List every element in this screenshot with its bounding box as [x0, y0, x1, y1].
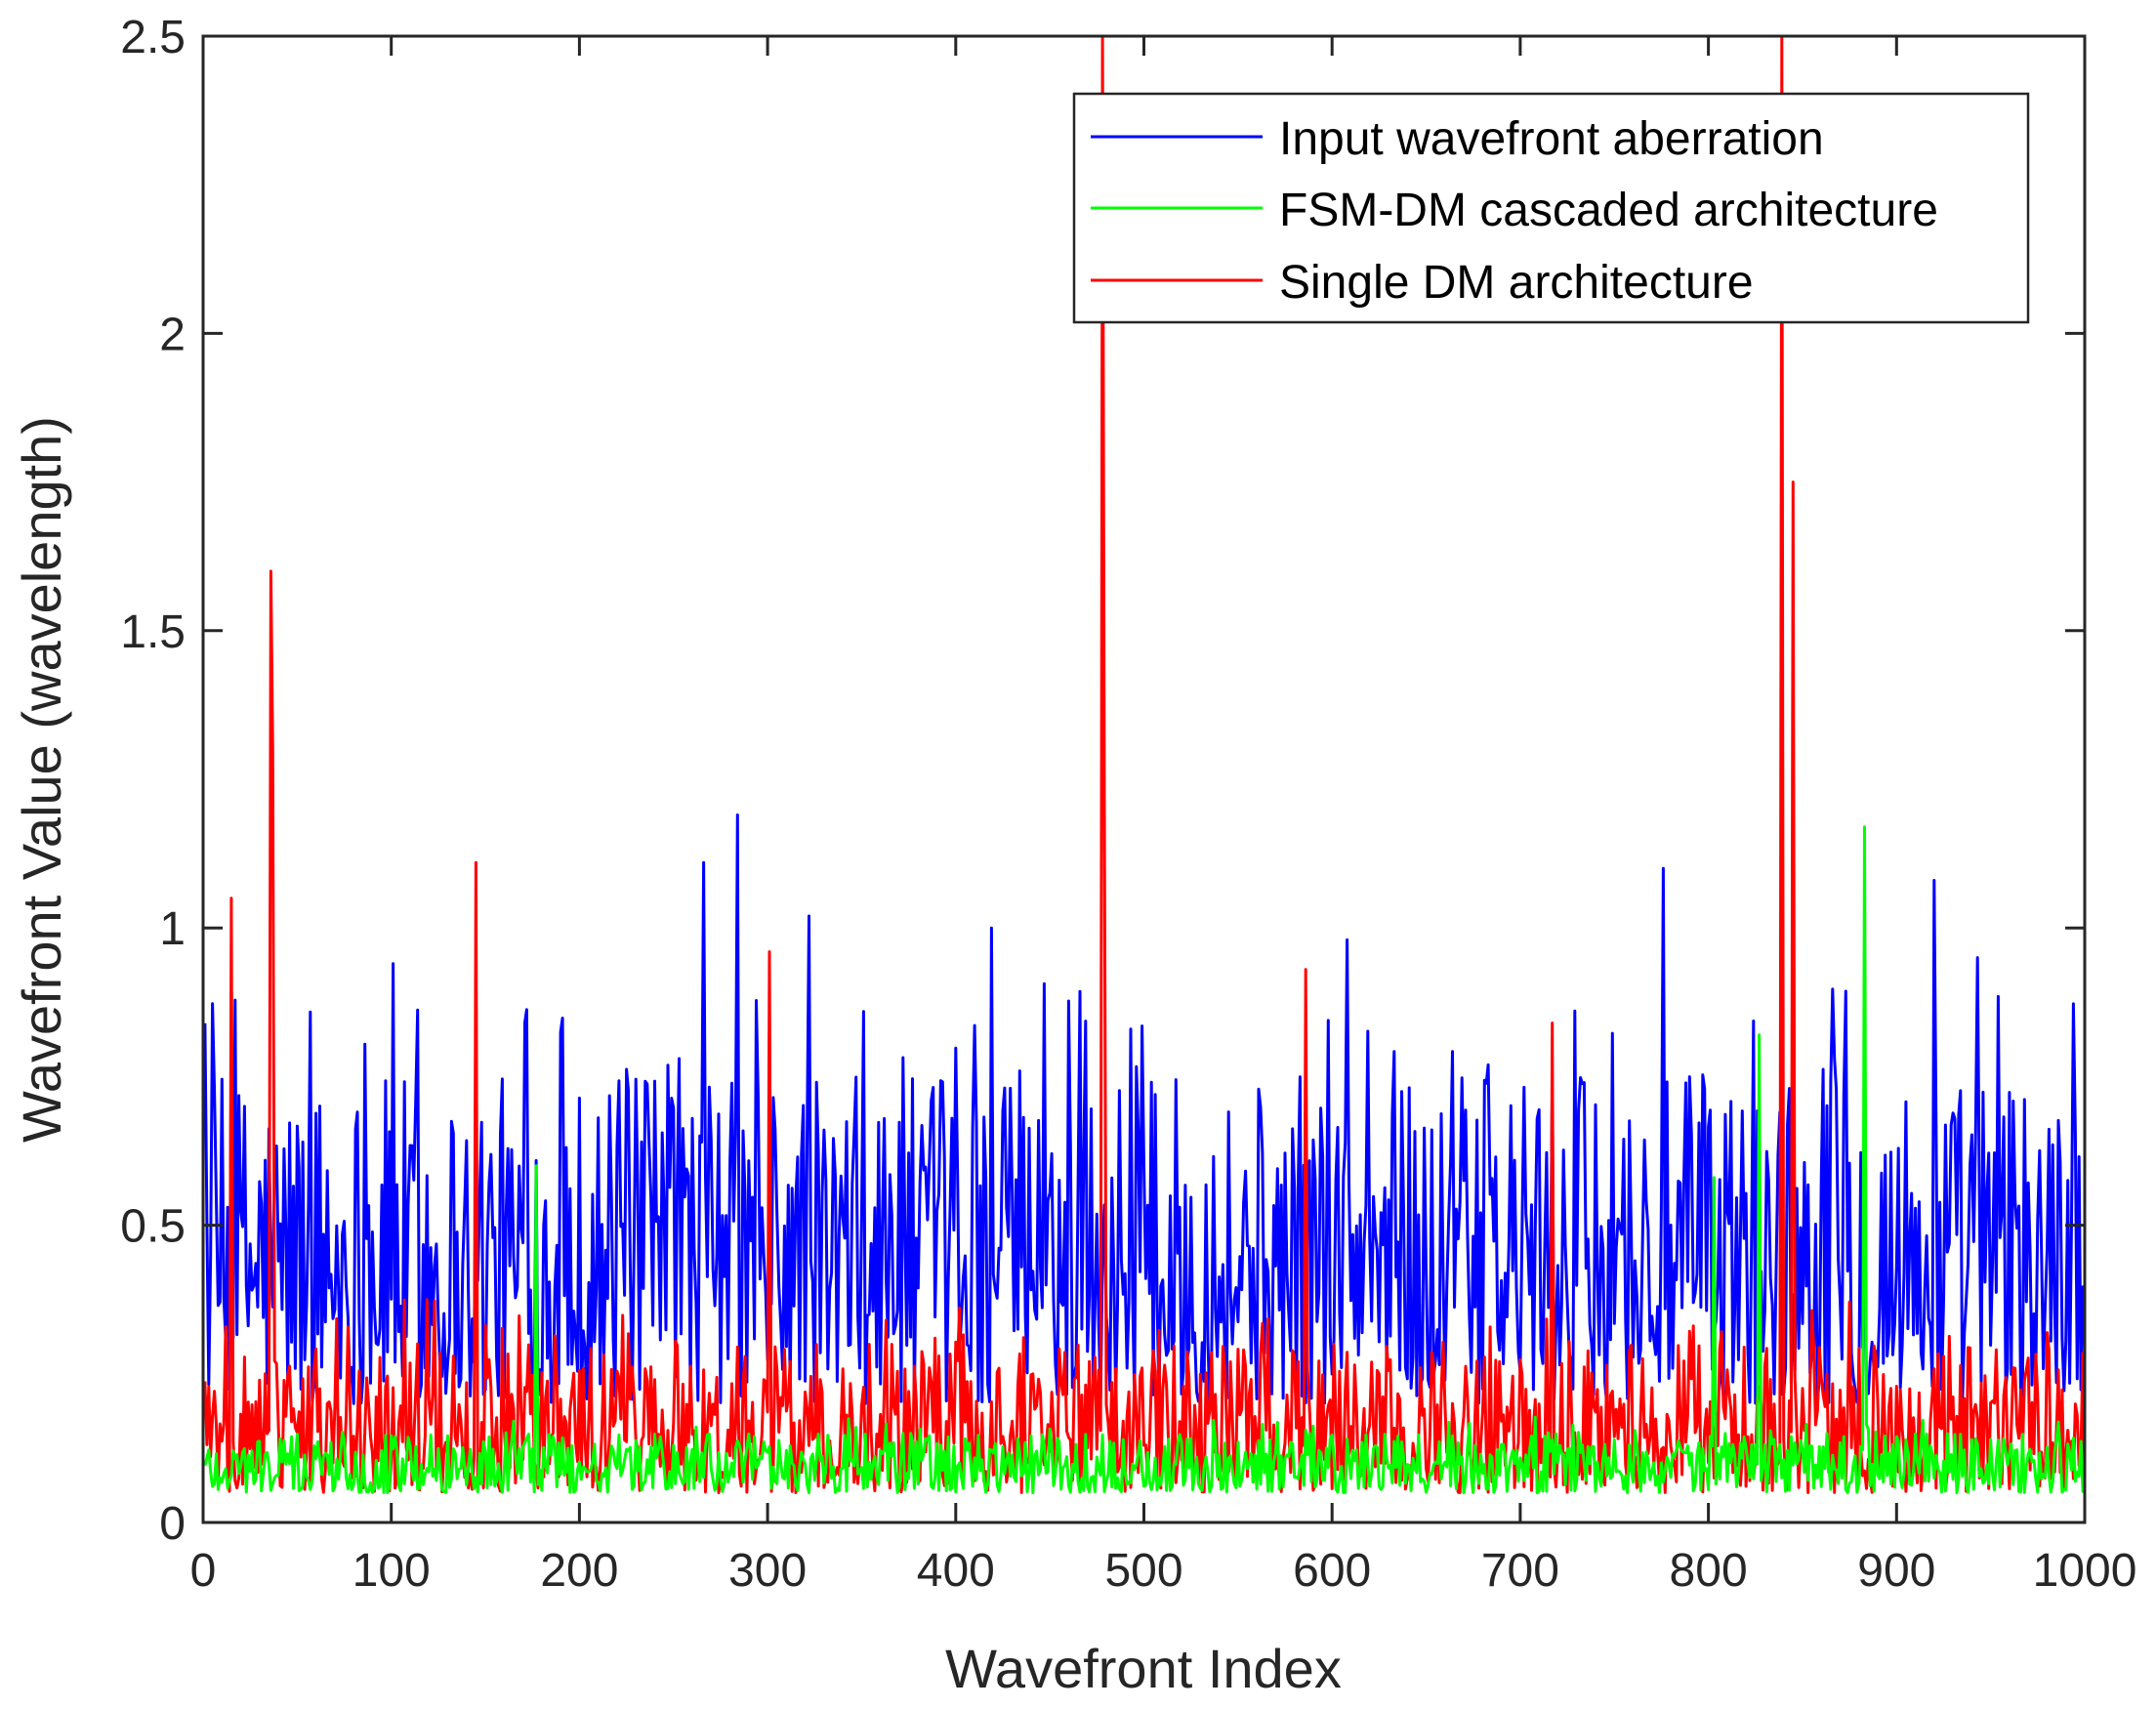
x-tick-label: 100 [352, 1545, 431, 1597]
axes-box [201, 34, 2087, 1524]
y-tick-label: 1.5 [120, 606, 186, 658]
y-tick-label: 2 [159, 309, 186, 360]
x-tick-label: 400 [917, 1545, 995, 1597]
legend-label-fsm-dm: FSM-DM cascaded architecture [1279, 185, 1938, 236]
legend-label-single-dm: Single DM architecture [1279, 257, 1754, 309]
legend-label-input: Input wavefront aberration [1279, 113, 1824, 165]
y-tick-label: 1 [159, 903, 186, 955]
x-tick-label: 700 [1481, 1545, 1559, 1597]
x-tick-label: 200 [540, 1545, 618, 1597]
x-tick-label: 300 [728, 1545, 807, 1597]
y-tick-label: 2.5 [120, 12, 186, 63]
series-line-fsm-dm-cascaded-architecture [203, 825, 2087, 1495]
y-axis-label: Wavefront Value (wavelength) [11, 416, 72, 1143]
x-tick-label: 800 [1670, 1545, 1748, 1597]
ticks-layer: 0 100 200 300 400 500 600 700 800 900 1000 0 0.5 1 1.5… [120, 12, 2136, 1597]
x-tick-label: 900 [1857, 1545, 1935, 1597]
x-tick-label: 1000 [2033, 1545, 2137, 1597]
series-layer [203, 34, 2087, 1495]
x-axis-label: Wavefront Index [945, 1638, 1342, 1699]
x-tick-label: 500 [1104, 1545, 1182, 1597]
y-tick-label: 0.5 [120, 1201, 186, 1253]
y-tick-label: 0 [159, 1498, 186, 1550]
x-tick-label: 0 [190, 1545, 217, 1597]
legend: Input wavefront aberration FSM-DM cascad… [1072, 92, 2030, 324]
series-line-input-wavefront-aberration [203, 813, 2087, 1405]
x-tick-label: 600 [1293, 1545, 1371, 1597]
